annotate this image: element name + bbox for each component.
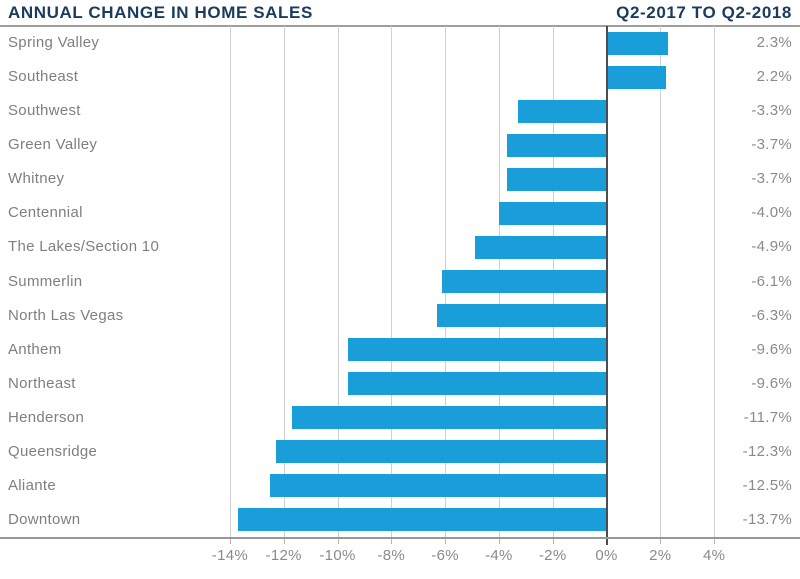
x-tick-label: -2% [538,547,567,564]
x-tick-label: -12% [265,547,302,564]
chart-title: ANNUAL CHANGE IN HOME SALES [8,3,313,22]
x-tick-label: -14% [211,547,248,564]
bar [606,65,666,89]
category-label: Southeast [8,68,79,86]
header-divider [0,25,800,27]
value-label: -13.7% [742,510,792,528]
value-label: -12.5% [742,476,792,494]
x-tick-label: -4% [485,547,513,564]
value-label: -11.7% [743,408,792,426]
bar [506,133,607,157]
x-tick-label: -10% [319,547,356,564]
category-label: Southwest [8,102,81,120]
x-tick-label: -8% [377,547,406,564]
value-label: -3.7% [751,170,792,188]
tick-mark [283,539,285,544]
value-label: -6.3% [751,306,792,324]
value-label: -6.1% [751,272,792,290]
category-label: Northeast [8,374,76,392]
category-label: The Lakes/Section 10 [8,238,160,256]
category-label: Anthem [8,340,62,358]
tick-mark [445,539,447,544]
value-label: -4.0% [751,204,792,222]
tick-mark [660,539,662,544]
value-label: -9.6% [751,340,792,358]
value-label: -12.3% [742,442,792,460]
tick-mark [552,539,554,544]
category-label: Green Valley [8,136,98,154]
category-label: Whitney [8,170,65,188]
value-label: -3.7% [751,136,792,154]
bar [270,474,607,498]
gridline [391,26,393,537]
bar [474,235,607,259]
x-axis-line [0,537,800,539]
bar [442,270,607,293]
gridline [714,26,716,537]
category-label: Henderson [8,408,85,426]
x-tick-label: 4% [702,547,726,564]
x-tick-label: 2% [649,547,672,564]
category-label: Spring Valley [8,34,100,52]
bar [237,508,607,532]
bar [291,406,607,430]
bar [506,167,607,191]
tick-mark [391,539,393,544]
category-label: Aliante [8,476,56,494]
bar [606,31,669,55]
tick-mark [714,539,716,544]
bar [275,440,607,464]
bar [517,99,607,123]
zero-gridline [605,26,608,537]
gridline [660,26,662,537]
x-tick-label: 0% [595,547,618,564]
category-label: Queensridge [8,442,98,460]
x-tick-label: -6% [431,547,459,564]
gridline [283,26,285,537]
category-label: Downtown [8,510,81,528]
category-label: Centennial [8,204,83,222]
value-label: -3.3% [751,102,792,120]
bar [437,304,607,328]
category-label: Summerlin [8,272,83,290]
chart-period: Q2-2017 TO Q2-2018 [616,3,792,22]
tick-mark [229,539,231,544]
value-label: -4.9% [751,238,792,256]
tick-mark [498,539,500,544]
value-label: -9.6% [751,374,792,392]
value-label: 2.3% [756,34,792,52]
category-label: North Las Vegas [8,306,124,324]
tick-mark [337,539,339,544]
bar [498,201,607,225]
bar [348,338,607,362]
bar [348,372,607,396]
value-label: 2.2% [756,68,792,86]
tick-mark [605,539,608,545]
gridline [337,26,339,537]
gridline [229,26,231,537]
